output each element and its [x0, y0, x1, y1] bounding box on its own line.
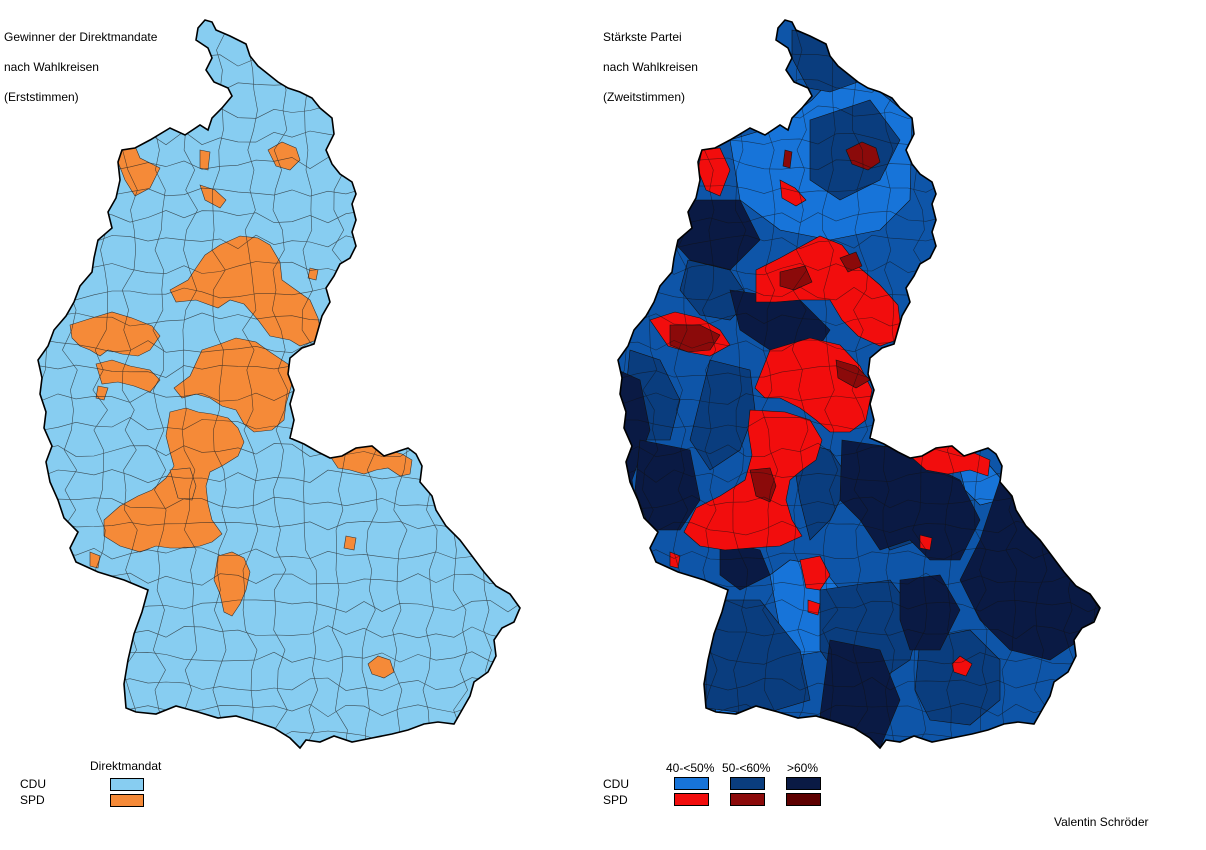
left-title-line-2: nach Wahlkreisen	[4, 60, 99, 74]
constituency-boundary	[618, 520, 1100, 536]
left-map-spd-regions	[69, 74, 413, 679]
constituency-boundary	[618, 547, 1100, 561]
right-legend-cdu-label: CDU	[603, 777, 629, 791]
spd-constituency	[267, 141, 301, 171]
spd-constituency	[799, 555, 831, 591]
spd-constituency	[307, 267, 319, 281]
right-legend-band-2: 50-<60%	[722, 761, 771, 775]
spd-constituency	[779, 265, 813, 291]
right-legend-spd-50-swatch	[730, 793, 765, 806]
constituency-boundary	[271, 20, 289, 748]
spd-constituency	[287, 74, 301, 89]
constituency-boundary	[1092, 20, 1100, 748]
right-title-line-1: Stärkste Partei	[603, 30, 682, 44]
right-legend-cdu-60-swatch	[786, 777, 821, 790]
left-legend-spd-label: SPD	[20, 793, 45, 807]
right-legend-band-3: >60%	[787, 761, 819, 775]
spd-constituency	[845, 141, 881, 171]
spd-constituency	[749, 467, 777, 503]
spd-constituency	[754, 337, 873, 433]
cdu-constituency	[689, 359, 756, 471]
spd-constituency	[95, 359, 161, 393]
spd-constituency	[199, 149, 211, 171]
left-legend-spd-swatch	[110, 794, 144, 807]
spd-constituency	[173, 337, 293, 433]
cdu-constituency	[719, 539, 771, 591]
spd-constituency	[951, 655, 973, 677]
cdu-constituency	[914, 629, 1001, 726]
right-title-line-3: (Zweitstimmen)	[603, 90, 686, 104]
right-legend-spd-label: SPD	[603, 793, 628, 807]
right-title-line-2: nach Wahlkreisen	[603, 60, 698, 74]
constituency-boundary	[211, 20, 228, 748]
right-legend-spd-60-swatch	[786, 793, 821, 806]
spd-constituency	[69, 311, 161, 357]
spd-constituency	[807, 599, 821, 616]
cdu-constituency	[819, 639, 901, 748]
right-legend-cdu-50-swatch	[730, 777, 765, 790]
right-legend-spd-40-swatch	[674, 793, 709, 806]
right-map	[617, 19, 1101, 749]
left-title-line-1: Gewinner der Direktmandate	[4, 30, 158, 44]
constituency-boundary	[822, 20, 839, 748]
spd-constituency	[343, 535, 357, 551]
spd-constituency	[919, 534, 933, 551]
spd-constituency	[169, 235, 323, 347]
spd-constituency	[779, 179, 807, 207]
constituency-boundary	[38, 53, 520, 67]
constituency-boundary	[38, 546, 520, 561]
left-legend-cdu-swatch	[110, 778, 144, 791]
spd-constituency	[669, 324, 721, 353]
left-map	[37, 19, 521, 749]
constituency-boundary	[511, 20, 520, 748]
left-legend-header: Direktmandat	[90, 759, 162, 773]
spd-constituency	[835, 359, 871, 389]
spd-constituency	[117, 145, 161, 197]
spd-constituency	[367, 655, 395, 679]
spd-constituency	[782, 149, 793, 169]
left-title-line-3: (Erststimmen)	[4, 90, 79, 104]
constituency-boundary	[791, 20, 809, 748]
constituency-boundary	[618, 52, 1100, 67]
right-legend-cdu-40-swatch	[674, 777, 709, 790]
constituency-boundary	[242, 20, 259, 748]
spd-constituency	[867, 71, 879, 87]
right-legend-band-1: 40-<50%	[666, 761, 715, 775]
left-map-title: Gewinner der Direktmandate nach Wahlkrei…	[4, 15, 157, 120]
cdu-constituency	[634, 439, 701, 531]
left-legend-cdu-label: CDU	[20, 777, 46, 791]
constituency-boundary	[851, 20, 869, 748]
constituency-boundary	[38, 520, 520, 535]
author-credit: Valentin Schröder	[1054, 815, 1149, 829]
right-map-title: Stärkste Partei nach Wahlkreisen (Zweits…	[603, 15, 698, 120]
